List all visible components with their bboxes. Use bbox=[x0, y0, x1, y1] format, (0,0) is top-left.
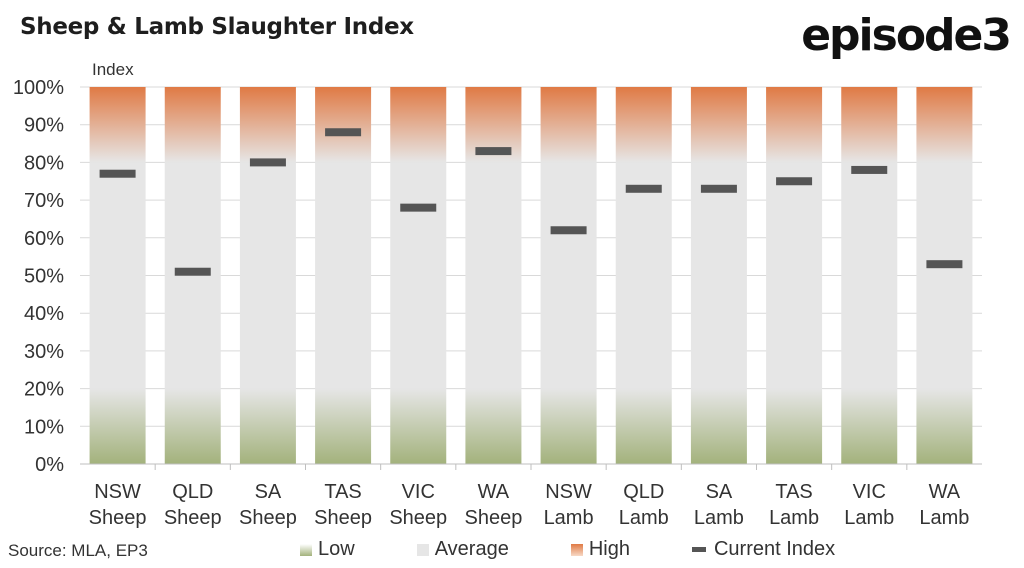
chart-title: Sheep & Lamb Slaughter Index bbox=[20, 14, 414, 40]
y-tick-label: 90% bbox=[24, 115, 64, 137]
bar-high-band bbox=[164, 87, 221, 163]
current-index-marker bbox=[325, 128, 362, 137]
current-index-marker bbox=[550, 226, 587, 235]
x-tick-label: QLD Sheep bbox=[164, 481, 222, 529]
bar-average-band bbox=[239, 162, 296, 389]
x-tick-label: WA Sheep bbox=[464, 481, 522, 529]
y-axis-label: Index bbox=[92, 60, 134, 79]
bar-low-band bbox=[841, 388, 898, 464]
bar-low-band bbox=[465, 388, 522, 464]
legend-item-high: High bbox=[570, 538, 630, 561]
bar-average-band bbox=[540, 162, 597, 389]
bars bbox=[89, 87, 973, 464]
y-tick-label: 0% bbox=[35, 454, 64, 476]
x-tick-label: VIC Sheep bbox=[389, 481, 447, 529]
bar-average-band bbox=[916, 162, 973, 389]
bar-average-band bbox=[690, 162, 747, 389]
y-tick-label: 50% bbox=[24, 266, 64, 288]
y-tick-label: 80% bbox=[24, 152, 64, 174]
y-tick-label: 60% bbox=[24, 228, 64, 250]
x-tick-label: NSW Lamb bbox=[544, 481, 594, 529]
x-tick-label: QLD Lamb bbox=[619, 481, 669, 529]
legend-label-high: High bbox=[588, 538, 630, 560]
bar-low-band bbox=[239, 388, 296, 464]
bar-average-band bbox=[390, 162, 447, 389]
x-tick-label: VIC Lamb bbox=[844, 481, 894, 529]
current-index-marker bbox=[400, 203, 437, 212]
gridlines bbox=[80, 86, 982, 427]
legend-swatch-high bbox=[570, 543, 583, 556]
y-tick-label: 40% bbox=[24, 303, 64, 325]
bar-high-band bbox=[540, 87, 597, 163]
legend-swatch-current bbox=[691, 547, 706, 552]
bar-high-band bbox=[390, 87, 447, 163]
current-index-marker bbox=[475, 147, 512, 156]
bar-high-band bbox=[766, 87, 823, 163]
bar-low-band bbox=[766, 388, 823, 464]
legend-label-current: Current Index bbox=[713, 538, 836, 560]
current-index-marker bbox=[174, 267, 211, 276]
x-tick-label: NSW Sheep bbox=[89, 481, 147, 529]
x-tick-label: SA Sheep bbox=[239, 481, 297, 529]
bar-low-band bbox=[615, 388, 672, 464]
current-index-marker bbox=[700, 184, 737, 193]
y-tick-label: 70% bbox=[24, 190, 64, 212]
bar-high-band bbox=[916, 87, 973, 163]
bar-low-band bbox=[690, 388, 747, 464]
y-tick-label: 10% bbox=[24, 416, 64, 438]
bar-high-band bbox=[690, 87, 747, 163]
legend: Low Average High Current Index bbox=[300, 538, 835, 561]
legend-label-average: Average bbox=[434, 538, 509, 560]
x-tick-label: TAS Sheep bbox=[314, 481, 372, 529]
legend-swatch-low bbox=[300, 543, 312, 556]
bar-average-band bbox=[766, 162, 823, 389]
bar-low-band bbox=[315, 388, 372, 464]
current-index-marker bbox=[625, 184, 662, 193]
x-tick-label: WA Lamb bbox=[919, 481, 969, 529]
bar-high-band bbox=[615, 87, 672, 163]
legend-label-low: Low bbox=[318, 538, 355, 560]
bar-high-band bbox=[315, 87, 372, 163]
bar-high-band bbox=[841, 87, 898, 163]
current-index-marker bbox=[776, 177, 813, 186]
bar-low-band bbox=[916, 388, 973, 464]
bar-average-band bbox=[465, 162, 522, 389]
bar-average-band bbox=[89, 162, 146, 389]
legend-swatch-average bbox=[416, 543, 429, 556]
source-note: Source: MLA, EP3 bbox=[8, 541, 148, 560]
bar-high-band bbox=[239, 87, 296, 163]
y-tick-label: 100% bbox=[13, 77, 64, 99]
bar-average-band bbox=[841, 162, 898, 389]
bar-average-band bbox=[315, 162, 372, 389]
y-tick-label: 20% bbox=[24, 379, 64, 401]
legend-item-current: Current Index bbox=[691, 538, 836, 561]
x-tick-label: TAS Lamb bbox=[769, 481, 819, 529]
bar-low-band bbox=[164, 388, 221, 464]
x-tick-label: SA Lamb bbox=[694, 481, 744, 529]
legend-item-low: Low bbox=[300, 538, 355, 561]
bar-high-band bbox=[89, 87, 146, 163]
current-index-marker bbox=[851, 165, 888, 174]
current-index-marker bbox=[249, 158, 286, 167]
legend-item-average: Average bbox=[416, 538, 509, 561]
current-index-marker bbox=[99, 169, 136, 178]
current-index-marker bbox=[926, 260, 963, 269]
bar-low-band bbox=[540, 388, 597, 464]
y-tick-label: 30% bbox=[24, 341, 64, 363]
bar-low-band bbox=[89, 388, 146, 464]
bar-low-band bbox=[390, 388, 447, 464]
axes: 0% 10% 20% 30% 40% 50% 60% 70% 80% 90% 100% NSW Shee… bbox=[13, 77, 982, 529]
bar-average-band bbox=[615, 162, 672, 389]
brand-logo: episode3 bbox=[801, 10, 1012, 61]
